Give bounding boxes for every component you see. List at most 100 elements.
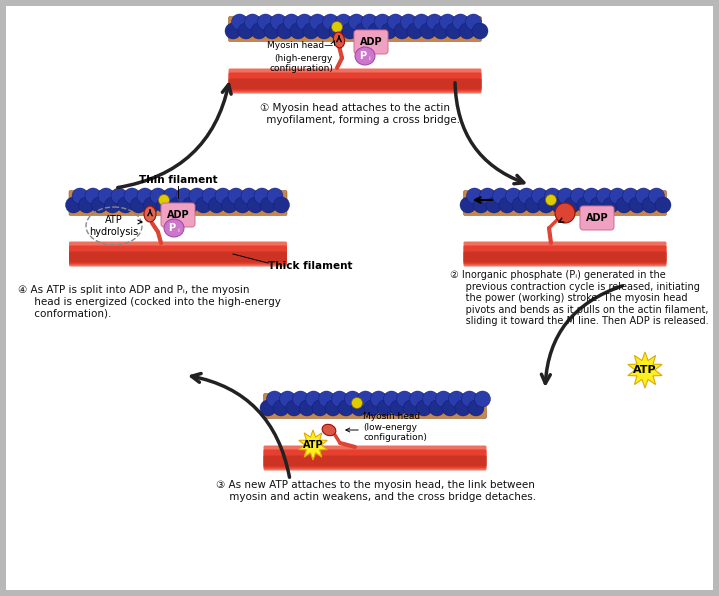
- Ellipse shape: [164, 219, 184, 237]
- Circle shape: [150, 188, 166, 204]
- Circle shape: [221, 197, 237, 213]
- Circle shape: [244, 14, 260, 30]
- FancyBboxPatch shape: [464, 191, 667, 203]
- Circle shape: [344, 391, 360, 407]
- Circle shape: [462, 391, 477, 407]
- Circle shape: [413, 14, 429, 30]
- Circle shape: [467, 188, 482, 204]
- Circle shape: [319, 391, 334, 407]
- Circle shape: [293, 391, 308, 407]
- Text: ADP: ADP: [167, 210, 189, 220]
- Circle shape: [286, 400, 302, 416]
- Circle shape: [316, 23, 332, 39]
- FancyBboxPatch shape: [263, 405, 487, 418]
- Circle shape: [270, 14, 286, 30]
- Circle shape: [215, 188, 231, 204]
- Circle shape: [312, 400, 328, 416]
- Circle shape: [260, 197, 277, 213]
- Circle shape: [65, 197, 81, 213]
- Circle shape: [486, 197, 502, 213]
- Circle shape: [117, 197, 134, 213]
- Circle shape: [78, 197, 94, 213]
- Circle shape: [642, 197, 658, 213]
- FancyBboxPatch shape: [69, 203, 287, 216]
- Text: ATP
hydrolysis: ATP hydrolysis: [89, 215, 139, 237]
- Circle shape: [283, 14, 300, 30]
- FancyBboxPatch shape: [464, 241, 667, 266]
- Circle shape: [512, 197, 528, 213]
- Circle shape: [377, 400, 393, 416]
- Text: Thick filament: Thick filament: [268, 261, 352, 271]
- Circle shape: [473, 197, 489, 213]
- Circle shape: [238, 23, 254, 39]
- Circle shape: [616, 197, 632, 213]
- Polygon shape: [298, 430, 327, 460]
- Circle shape: [381, 23, 397, 39]
- Circle shape: [555, 203, 575, 223]
- Circle shape: [202, 188, 218, 204]
- Circle shape: [241, 188, 257, 204]
- Circle shape: [505, 188, 521, 204]
- Circle shape: [364, 400, 380, 416]
- Polygon shape: [628, 352, 662, 388]
- Circle shape: [439, 14, 456, 30]
- Circle shape: [407, 23, 423, 39]
- Circle shape: [351, 400, 367, 416]
- Circle shape: [388, 14, 403, 30]
- Circle shape: [655, 197, 671, 213]
- Text: Myosin head—: Myosin head—: [267, 42, 333, 51]
- Circle shape: [429, 400, 445, 416]
- Circle shape: [163, 188, 179, 204]
- Circle shape: [410, 391, 426, 407]
- Circle shape: [465, 14, 482, 30]
- Text: Thin filament: Thin filament: [139, 175, 217, 185]
- Circle shape: [531, 188, 547, 204]
- Circle shape: [623, 188, 638, 204]
- Circle shape: [493, 188, 508, 204]
- Circle shape: [400, 14, 416, 30]
- Circle shape: [370, 391, 387, 407]
- Circle shape: [551, 197, 567, 213]
- Circle shape: [475, 391, 490, 407]
- Circle shape: [629, 197, 645, 213]
- Circle shape: [577, 197, 593, 213]
- Circle shape: [362, 14, 377, 30]
- Circle shape: [267, 188, 283, 204]
- Text: Myosin head
(low-energy
configuration): Myosin head (low-energy configuration): [363, 412, 427, 442]
- Circle shape: [98, 188, 114, 204]
- Circle shape: [375, 14, 390, 30]
- Circle shape: [584, 188, 600, 204]
- Circle shape: [570, 188, 587, 204]
- Circle shape: [420, 23, 436, 39]
- Circle shape: [257, 14, 273, 30]
- Circle shape: [455, 400, 471, 416]
- FancyBboxPatch shape: [464, 252, 667, 262]
- Text: P: P: [360, 51, 367, 61]
- Circle shape: [544, 188, 561, 204]
- Text: i: i: [177, 228, 179, 234]
- Circle shape: [603, 197, 619, 213]
- Circle shape: [196, 197, 211, 213]
- Circle shape: [472, 23, 488, 39]
- Circle shape: [325, 400, 341, 416]
- Text: ② Inorganic phosphate (Pᵢ) generated in the
     previous contraction cycle is r: ② Inorganic phosphate (Pᵢ) generated in …: [450, 270, 709, 327]
- Circle shape: [426, 14, 442, 30]
- Circle shape: [306, 391, 321, 407]
- Circle shape: [267, 391, 283, 407]
- Circle shape: [449, 391, 464, 407]
- Circle shape: [480, 188, 495, 204]
- Text: ATP: ATP: [303, 440, 324, 450]
- Circle shape: [158, 194, 170, 206]
- Circle shape: [232, 14, 247, 30]
- Circle shape: [299, 400, 315, 416]
- Circle shape: [137, 188, 153, 204]
- Circle shape: [468, 400, 484, 416]
- Circle shape: [251, 23, 267, 39]
- Text: (high-energy
configuration): (high-energy configuration): [269, 54, 333, 73]
- Circle shape: [331, 21, 342, 33]
- Circle shape: [170, 197, 186, 213]
- FancyBboxPatch shape: [354, 30, 388, 54]
- Circle shape: [296, 14, 313, 30]
- FancyBboxPatch shape: [229, 73, 482, 92]
- Text: ④ As ATP is split into ADP and Pᵢ, the myosin
     head is energized (cocked int: ④ As ATP is split into ADP and Pᵢ, the m…: [18, 285, 281, 318]
